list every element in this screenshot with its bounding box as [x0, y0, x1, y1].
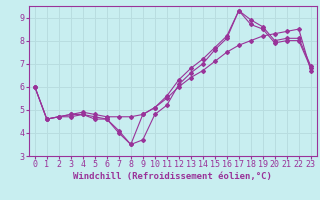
X-axis label: Windchill (Refroidissement éolien,°C): Windchill (Refroidissement éolien,°C) [73, 172, 272, 181]
